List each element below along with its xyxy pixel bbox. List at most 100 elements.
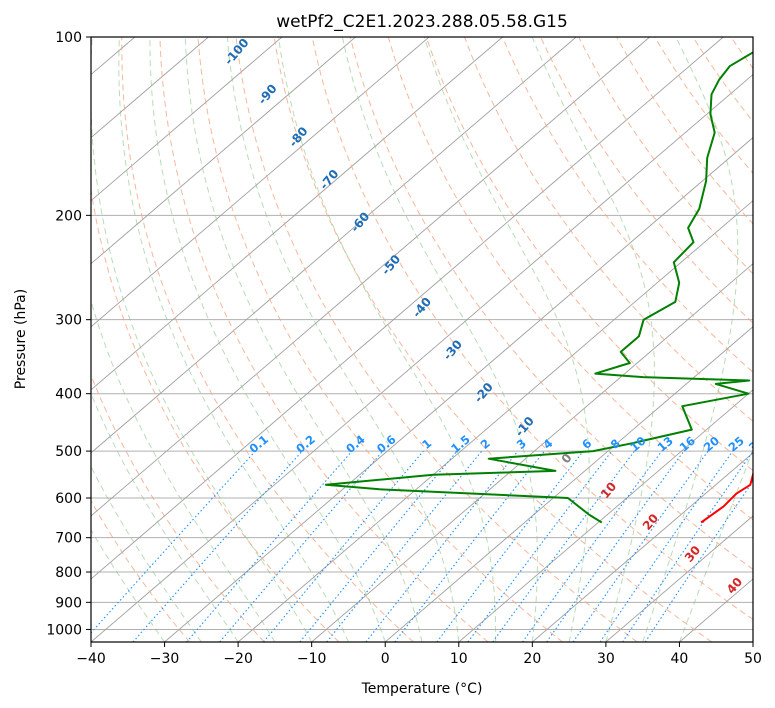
isotherm-line: [91, 37, 209, 139]
x-tick-label: 30: [597, 651, 615, 667]
mixing-ratio-label: 2: [478, 436, 493, 452]
moist-adiabat-line: [149, 37, 386, 642]
mixing-ratio-label: 0.1: [246, 432, 271, 456]
isotherm-line: [91, 37, 283, 202]
dry-adiabat-line: [273, 37, 713, 642]
x-tick-label: −30: [150, 651, 180, 667]
dry-adiabat-line: [540, 37, 753, 324]
isotherm-line: [458, 389, 753, 642]
mixing-ratio-label: 30: [746, 434, 767, 455]
isotherm-line: [91, 37, 503, 391]
y-tick-label: 400: [55, 387, 82, 403]
moist-adiabat-line: [278, 37, 497, 642]
mixing-ratio-line: [467, 450, 613, 642]
mixing-ratio-label: 0.2: [293, 432, 318, 456]
dry-adiabat-line: [91, 373, 265, 642]
isotherm-line: [532, 452, 753, 642]
moist-adiabat-line: [642, 37, 739, 642]
isotherm-line: [311, 263, 753, 642]
x-tick-label: −20: [223, 651, 253, 667]
moist-adiabat-line: [531, 37, 655, 642]
mixing-ratio-label: 1.5: [448, 432, 473, 456]
dry-adiabat-line: [91, 186, 340, 642]
moist-adiabat-line: [91, 299, 276, 642]
moist-adiabat-line: [226, 37, 460, 642]
x-axis-label: Temperature (°C): [361, 681, 483, 697]
y-tick-label: 900: [55, 595, 82, 611]
mixing-ratio-label: 0.4: [343, 432, 368, 456]
mixing-ratio-line: [599, 450, 734, 642]
dry-adiabat-label: -30: [440, 337, 465, 363]
dry-adiabat-line: [235, 37, 638, 642]
moist-adiabat-line: [91, 392, 239, 642]
dry-adiabat-label: -50: [379, 252, 404, 278]
y-tick-label: 1000: [46, 622, 82, 638]
isotherm-line: [91, 37, 724, 580]
x-tick-label: 10: [450, 651, 468, 667]
mixing-ratio-line: [644, 480, 753, 642]
dry-adiabat-line: [349, 37, 753, 570]
dewpoint-profile-line: [324, 51, 753, 524]
y-tick-label: 300: [55, 313, 82, 329]
mixing-ratio-line: [132, 450, 303, 642]
grid-layer: [91, 37, 775, 642]
mixing-ratio-line: [436, 450, 584, 642]
dry-adiabat-label: -100: [222, 36, 252, 68]
isotherm-line: [91, 37, 651, 517]
x-tick-label: 50: [744, 651, 762, 667]
mixing-ratio-line: [492, 450, 635, 642]
dry-adiabat-line: [159, 37, 489, 642]
x-tick-label: 40: [671, 651, 689, 667]
dry-adiabat-line: [311, 37, 753, 620]
isotherm-line: [91, 37, 356, 265]
axis-tick-layer: −40 −30 −20 −10 0 10 20 30 40 50 100 200 300 400 500 6 0…: [46, 30, 762, 667]
moist-adiabat-line: [341, 37, 538, 642]
mixing-ratio-label: 0.6: [374, 432, 399, 456]
y-tick-label: 800: [55, 565, 82, 581]
y-tick-label: 700: [55, 531, 82, 547]
plot-frame: [90, 36, 754, 643]
mixing-ratio-line: [572, 450, 709, 642]
moist-adiabat-line: [678, 448, 753, 642]
y-tick-label: 200: [55, 208, 82, 224]
moist-adiabat-line: [91, 465, 202, 642]
mixing-ratio-line: [91, 450, 256, 634]
dry-adiabat-line: [464, 37, 753, 422]
moist-adiabat-line: [423, 37, 590, 642]
moist-adiabat-line: [118, 37, 349, 642]
y-tick-label: 100: [55, 30, 82, 46]
dry-adiabat-line: [769, 37, 775, 642]
mixing-ratio-label: 6: [579, 436, 594, 452]
dry-adiabat-label: -60: [348, 209, 373, 235]
x-tick-label: −10: [297, 651, 327, 667]
isotherm-line: [91, 37, 430, 328]
dry-adiabat-label: -90: [255, 82, 280, 108]
dry-adiabat-label: -40: [410, 295, 435, 321]
isotherm-line: [605, 515, 753, 642]
isotherm-line: [384, 326, 753, 642]
profile-layer: [324, 51, 753, 524]
mixing-ratio-label: 4: [540, 436, 555, 452]
mixing-ratio-line: [522, 450, 663, 642]
y-tick-label: 500: [55, 444, 82, 460]
x-tick-label: −40: [76, 651, 106, 667]
mixing-ratio-line: [326, 450, 483, 642]
dry-adiabat-line: [502, 37, 753, 373]
dry-adiabat-line: [197, 37, 563, 642]
mixing-ratio-line: [219, 450, 384, 642]
y-axis-label: Pressure (hPa): [13, 289, 29, 389]
mixing-ratio-line: [299, 450, 458, 642]
dry-adiabat-label: -70: [317, 167, 342, 193]
dry-adiabat-label: 40: [724, 575, 745, 597]
x-tick-label: 0: [381, 651, 390, 667]
dry-adiabat-label: 20: [640, 511, 661, 533]
mixing-ratio-line: [546, 450, 685, 642]
dry-adiabat-line: [578, 37, 753, 275]
isotherm-line: [91, 37, 577, 454]
mixing-ratio-line: [263, 450, 424, 642]
dry-adiabat-line: [654, 37, 753, 174]
dry-adiabat-line: [387, 37, 753, 521]
dry-adiabat-label: -20: [471, 380, 496, 406]
dry-adiabat-line: [425, 37, 753, 472]
